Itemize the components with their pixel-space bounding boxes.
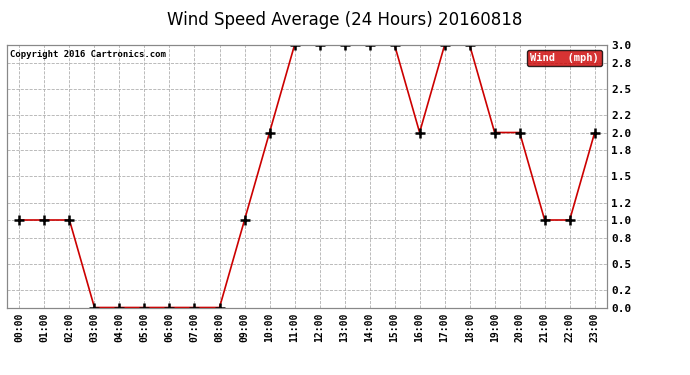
Text: Copyright 2016 Cartronics.com: Copyright 2016 Cartronics.com [10,50,166,59]
Text: Wind Speed Average (24 Hours) 20160818: Wind Speed Average (24 Hours) 20160818 [167,11,523,29]
Legend: Wind  (mph): Wind (mph) [527,50,602,66]
